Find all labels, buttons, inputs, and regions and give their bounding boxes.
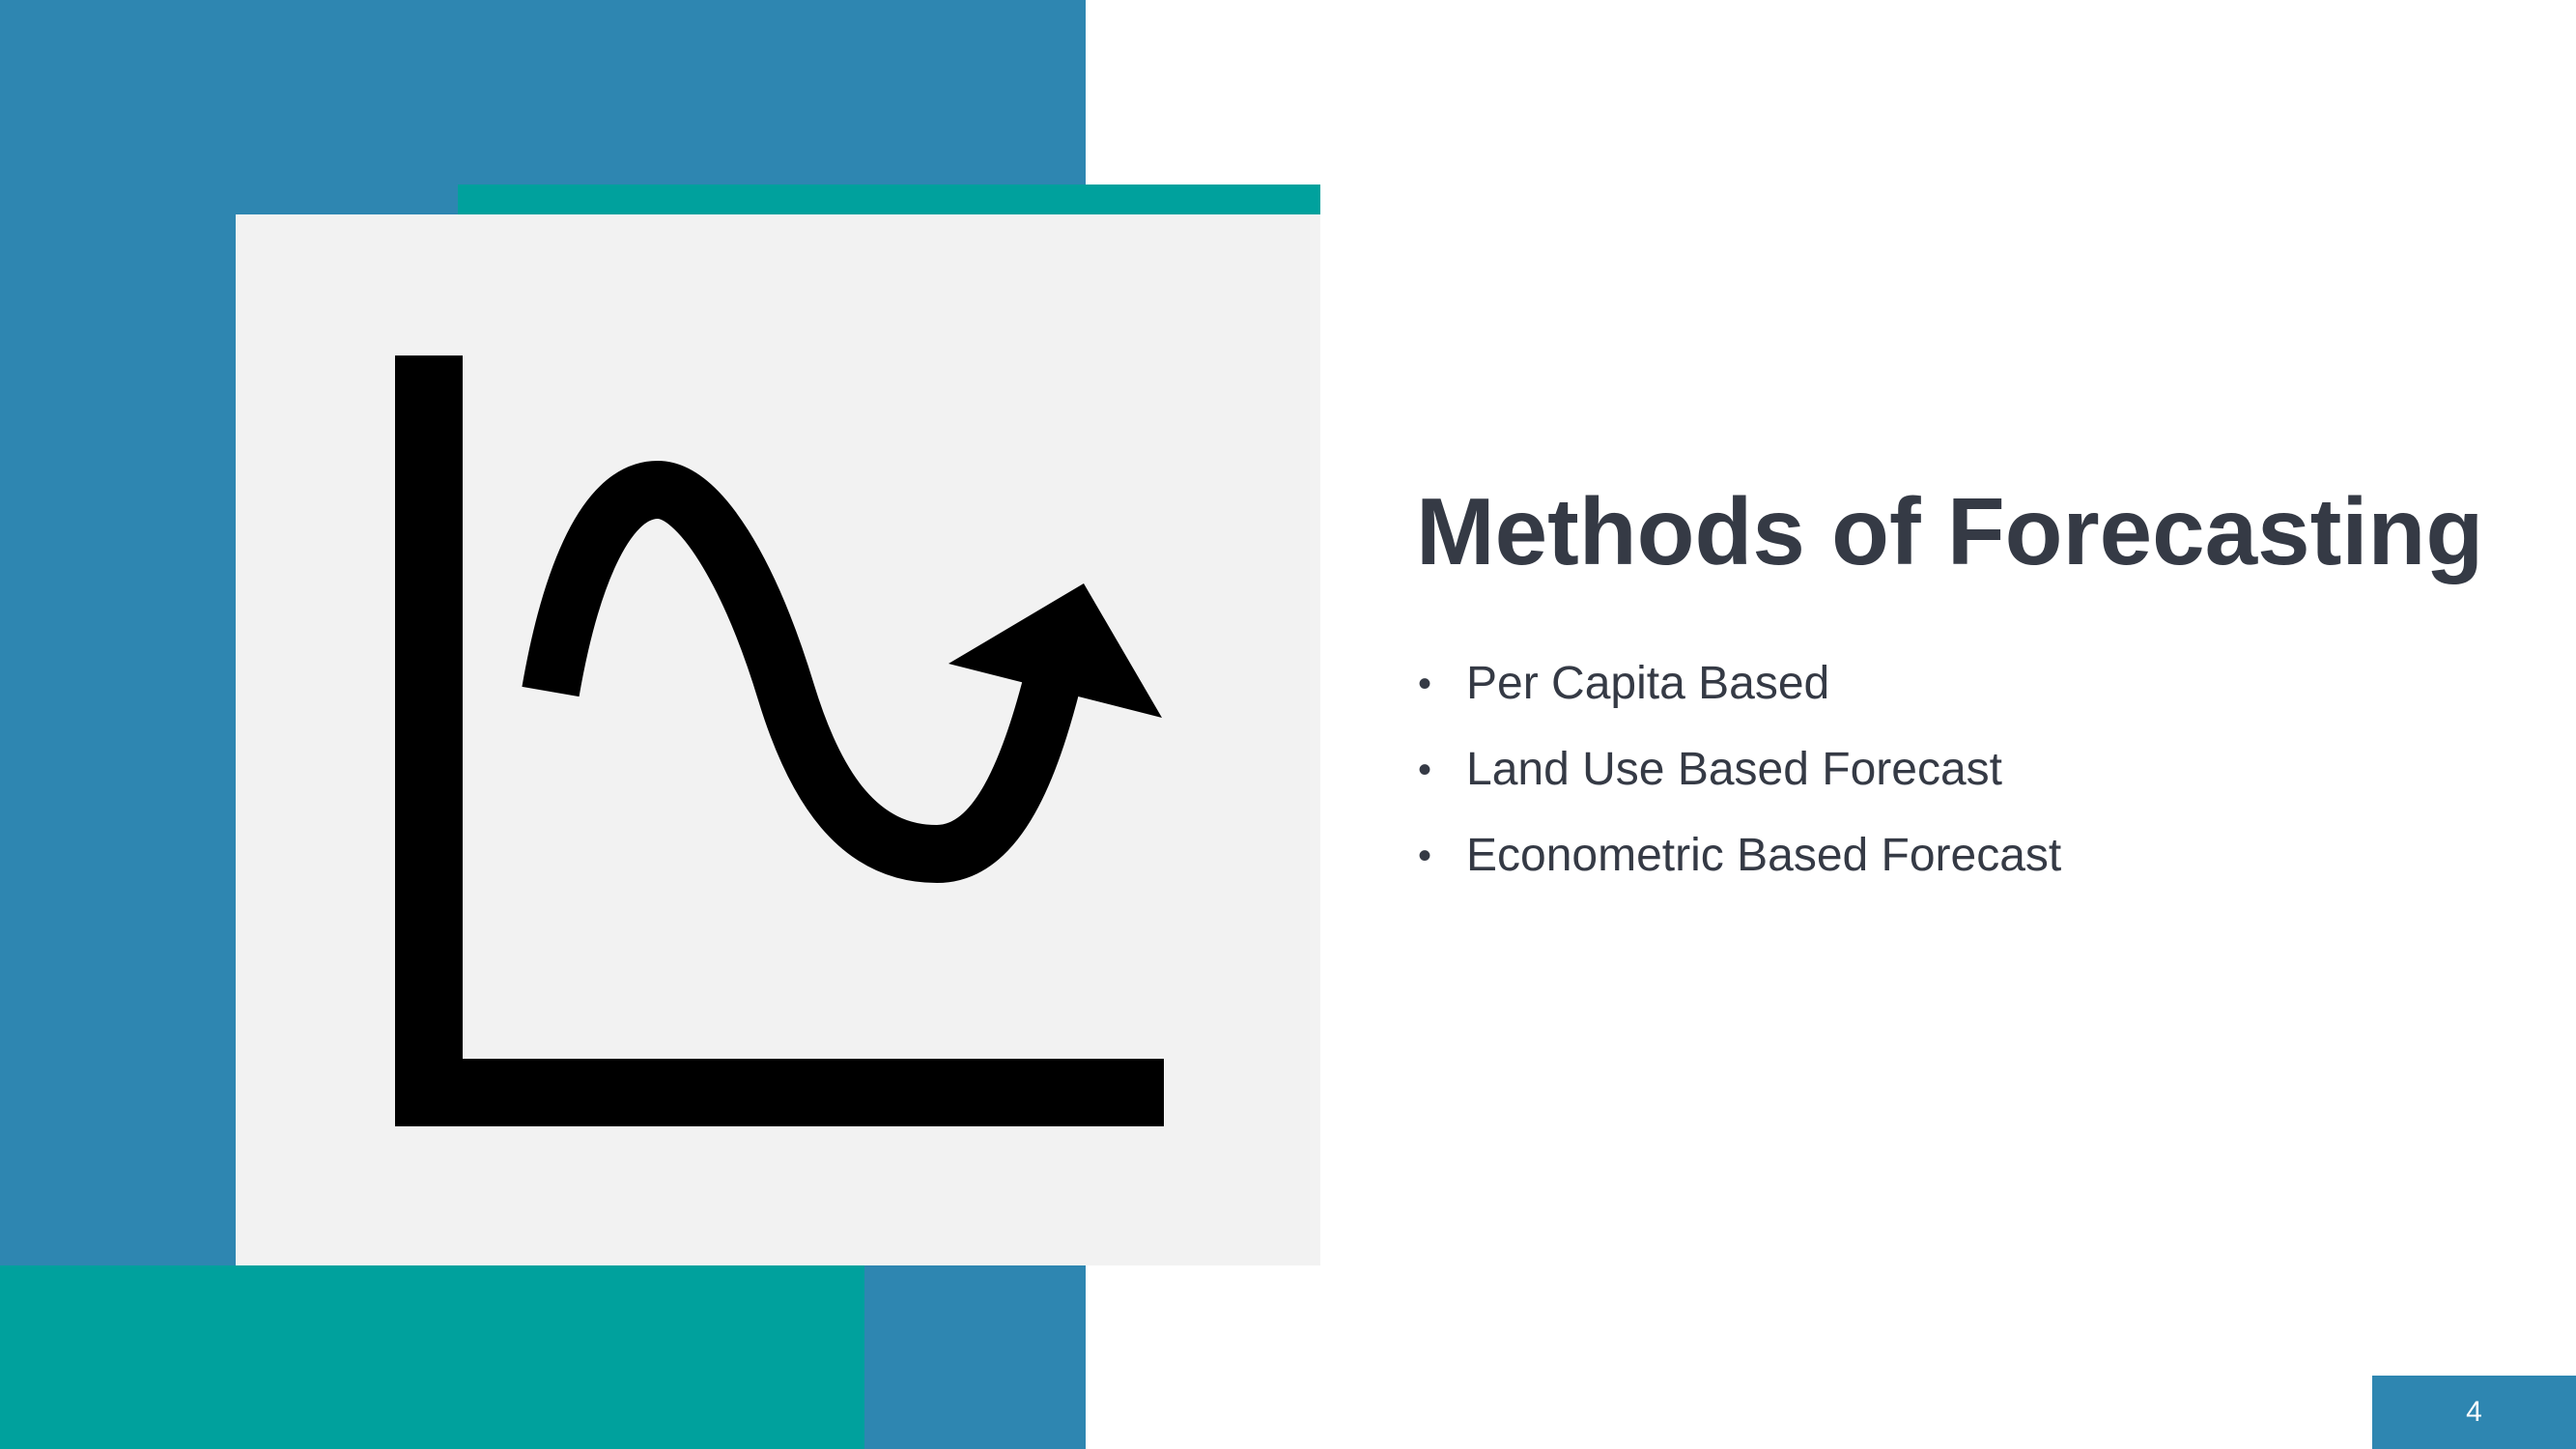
- bullet-list: • Per Capita Based • Land Use Based Fore…: [1416, 645, 2061, 903]
- slide-title: Methods of Forecasting: [1416, 478, 2484, 584]
- icon-panel: [236, 214, 1320, 1265]
- trend-arrowhead: [948, 583, 1162, 718]
- bullet-text: Per Capita Based: [1466, 658, 1830, 709]
- bullet-dot-icon: •: [1418, 835, 1432, 877]
- page-number-box: 4: [2372, 1376, 2576, 1449]
- line-chart-trend-icon: [395, 355, 1164, 1126]
- page-number: 4: [2466, 1396, 2482, 1428]
- bullet-dot-icon: •: [1418, 663, 1432, 705]
- trend-curve: [522, 461, 1081, 883]
- bullet-text: Land Use Based Forecast: [1466, 744, 2002, 795]
- bullet-dot-icon: •: [1418, 749, 1432, 791]
- bullet-text: Econometric Based Forecast: [1466, 830, 2062, 881]
- teal-bottom-block: [0, 1265, 864, 1449]
- bullet-item: • Econometric Based Forecast: [1416, 817, 2061, 903]
- bullet-item: • Per Capita Based: [1416, 645, 2061, 731]
- teal-accent-bar: [458, 185, 1320, 214]
- bullet-item: • Land Use Based Forecast: [1416, 731, 2061, 817]
